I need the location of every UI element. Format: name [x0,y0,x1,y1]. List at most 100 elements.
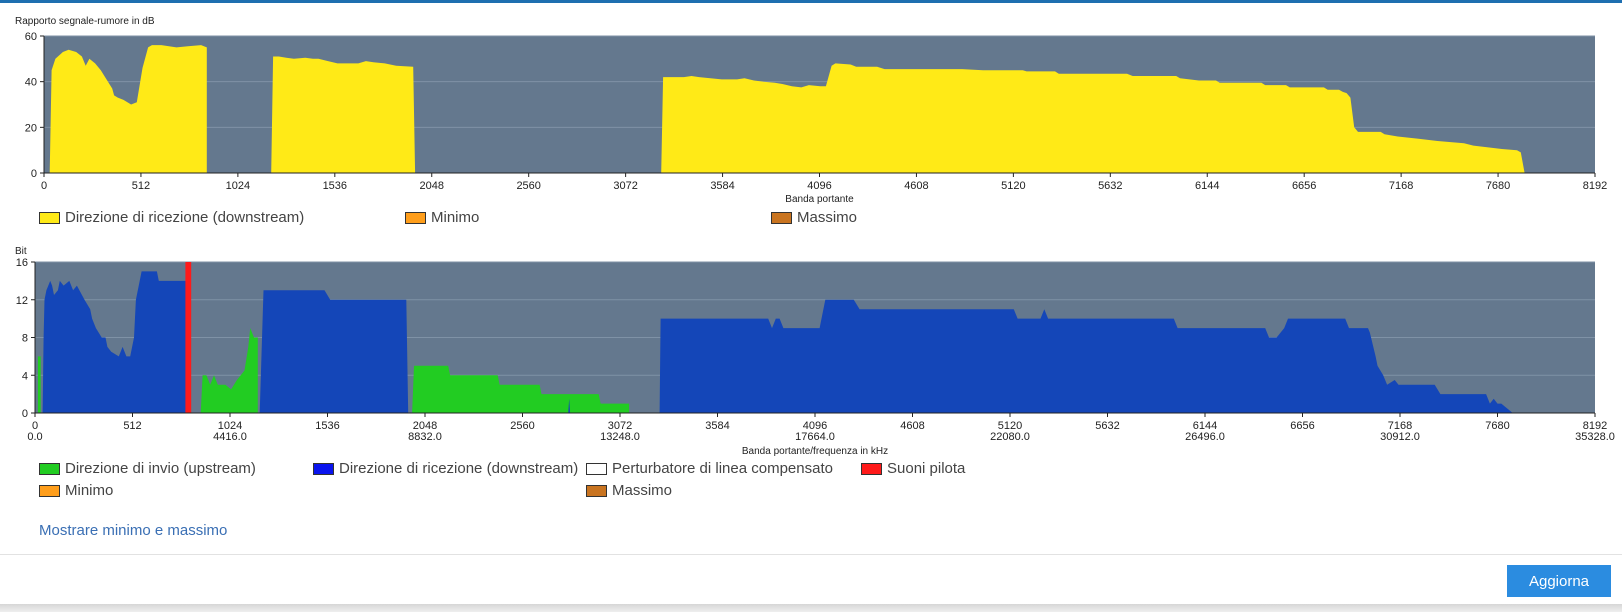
series-area [659,299,1513,413]
x-tick-label: 2560 [510,420,534,432]
legend-label: Direzione di ricezione (downstream) [65,209,305,226]
legend-label: Minimo [431,209,480,226]
refresh-button[interactable]: Aggiorna [1507,565,1611,597]
snr-legend-maximum: Massimo [771,209,857,226]
snr-legend-downstream: Direzione di ricezione (downstream) [39,209,304,226]
legend-swatch [586,462,607,475]
show-minmax-link[interactable]: Mostrare minimo e massimo [39,522,228,539]
legend-swatch [39,211,60,224]
x-tick-label: 4096 [803,420,827,432]
y-tick-label: 0 [31,168,37,180]
x-tick-label: 1024 [218,420,242,432]
y-tick-label: 12 [16,295,28,307]
y-axis-label: Rapporto segnale-rumore in dB [15,16,155,27]
legend-swatch [405,211,426,224]
series-area [259,290,409,413]
legend-label: Suoni pilota [887,460,966,477]
x-axis-label: Banda portante [785,194,854,205]
freq-tick-label: 13248.0 [600,431,640,443]
x-tick-label: 5120 [998,420,1022,432]
x-tick-label: 5632 [1098,180,1122,192]
x-tick-label: 8192 [1583,420,1607,432]
x-tick-label: 6656 [1290,420,1314,432]
snr-chart-svg: 0 20 40 60 0 512 1024 1536 2048 2560 3072 3584 4096 4… [15,16,1607,205]
bit-legend-upstream: Direzione di invio (upstream) [39,460,256,477]
y-tick-label: 0 [22,408,28,420]
x-tick-label: 8192 [1583,180,1607,192]
bit-chart: 0 4 8 12 16 0 512 1024 1536 2048 2560 3072 3584 4096 4… [0,242,1622,504]
x-tick-label: 512 [132,180,150,192]
series-area [42,271,188,413]
x-tick-label: 1024 [226,180,250,192]
series-area [661,63,1525,173]
y-tick-label: 60 [25,31,37,43]
legend-swatch [586,484,607,497]
x-tick-label: 1536 [315,420,339,432]
x-tick-label: 3584 [710,180,734,192]
y-tick-label: 4 [22,370,28,382]
x-tick-label: 7168 [1388,420,1412,432]
bit-legend-minimum: Minimo [39,482,113,499]
bit-legend-compensated: Perturbatore di linea compensato [586,460,833,477]
bit-legend-pilot: Suoni pilota [861,460,965,477]
y-tick-label: 40 [25,77,37,89]
legend-swatch [313,462,334,475]
x-tick-label: 7168 [1389,180,1413,192]
y-tick-label: 16 [16,257,28,269]
bit-legend-maximum: Massimo [586,482,672,499]
x-tick-label: 2048 [420,180,444,192]
freq-tick-label: 0.0 [27,431,42,443]
x-tick-label: 5632 [1095,420,1119,432]
x-tick-label: 7680 [1485,420,1509,432]
x-tick-label: 5120 [1001,180,1025,192]
y-axis-label: Bit [15,246,27,257]
legend-label: Minimo [65,482,114,499]
freq-tick-label: 35328.0 [1575,431,1615,443]
bit-chart-svg: 0 4 8 12 16 0 512 1024 1536 2048 2560 3072 3584 4096 4… [15,246,1615,457]
series-area [49,45,207,173]
legend-swatch [771,211,792,224]
series-area [271,56,416,173]
y-tick-label: 20 [25,122,37,134]
freq-tick-label: 26496.0 [1185,431,1225,443]
snr-chart: 0 20 40 60 0 512 1024 1536 2048 2560 3072 3584 4096 4… [0,10,1622,230]
x-tick-label: 3072 [613,180,637,192]
freq-tick-label: 8832.0 [408,431,442,443]
legend-label: Massimo [797,209,858,226]
x-tick-label: 2560 [516,180,540,192]
freq-tick-label: 30912.0 [1380,431,1420,443]
freq-tick-label: 22080.0 [990,431,1030,443]
snr-legend-minimum: Minimo [405,209,479,226]
series-area [568,398,571,413]
bit-legend-downstream: Direzione di ricezione (downstream) [313,460,578,477]
x-tick-label: 3584 [705,420,729,432]
x-tick-label: 512 [123,420,141,432]
legend-swatch [39,462,60,475]
legend-label: Direzione di invio (upstream) [65,460,256,477]
x-tick-label: 6656 [1292,180,1316,192]
x-tick-label: 4608 [900,420,924,432]
x-tick-label: 4096 [807,180,831,192]
x-axis-label: Banda portante/frequenza in kHz [742,446,888,457]
freq-tick-label: 17664.0 [795,431,835,443]
legend-swatch [861,462,882,475]
bottom-shadow [0,604,1622,612]
top-accent-line [0,0,1622,3]
legend-label: Perturbatore di linea compensato [612,460,833,477]
legend-swatch [39,484,60,497]
x-tick-label: 4608 [904,180,928,192]
legend-label: Massimo [612,482,673,499]
series-area [185,262,192,413]
series-area [200,328,258,413]
legend-label: Direzione di ricezione (downstream) [339,460,579,477]
footer-divider [0,554,1622,555]
series-area [412,365,630,413]
freq-tick-label: 4416.0 [213,431,247,443]
series-area [37,356,41,413]
y-tick-label: 8 [22,333,28,345]
x-tick-label: 0 [32,420,38,432]
x-tick-label: 6144 [1195,180,1219,192]
x-tick-label: 7680 [1486,180,1510,192]
x-tick-label: 0 [41,180,47,192]
x-tick-label: 6144 [1193,420,1217,432]
